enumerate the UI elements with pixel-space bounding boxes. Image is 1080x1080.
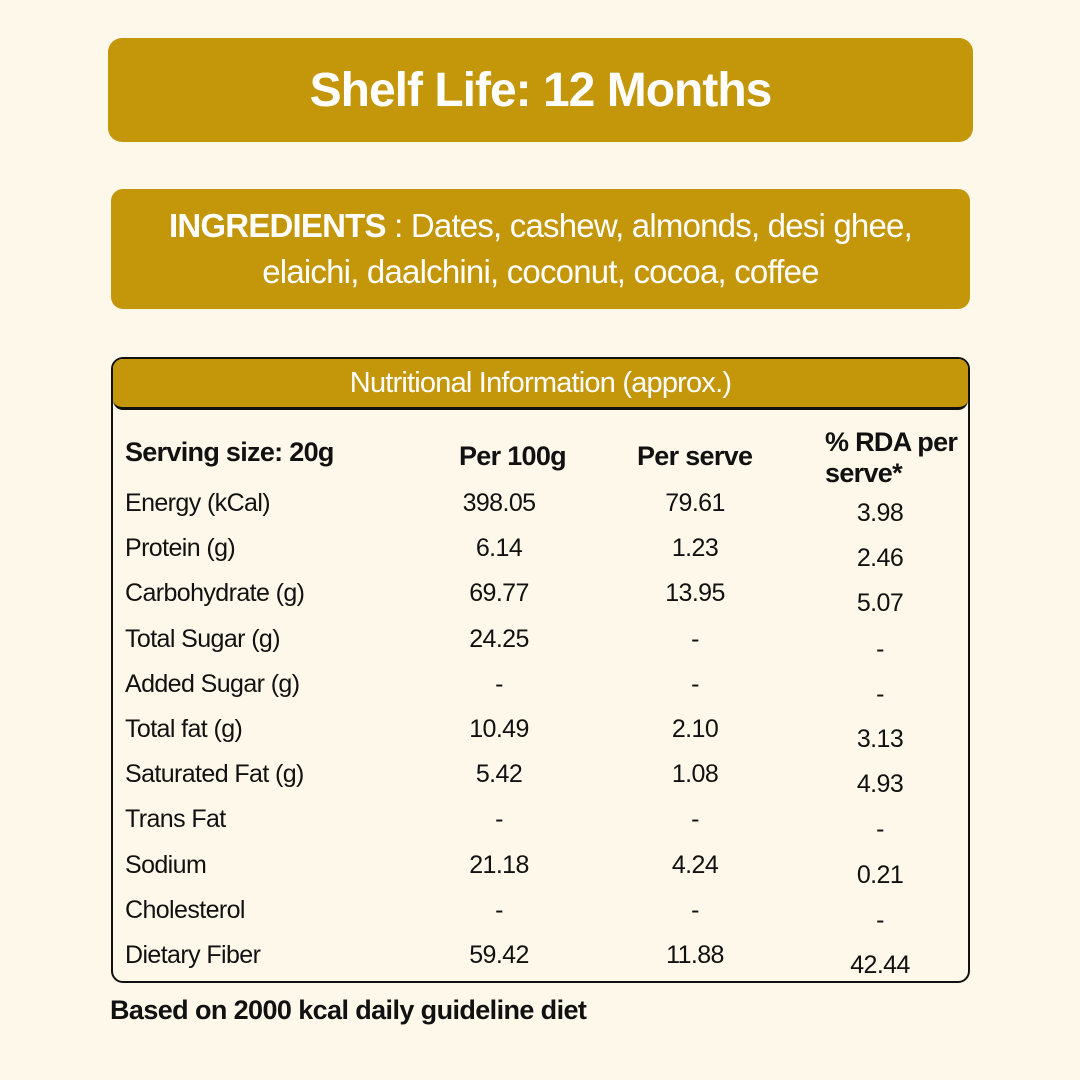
ingredients-label: INGREDIENTS xyxy=(169,207,387,244)
per-serve-value: - xyxy=(691,624,699,653)
per-100g-value: 398.05 xyxy=(462,489,536,517)
per-serve-value: 4.24 xyxy=(671,850,719,879)
header-per-serve: Per serve xyxy=(637,441,753,471)
per-serve-value: - xyxy=(691,805,699,834)
per-100g-value: 21.18 xyxy=(469,850,529,879)
per-100g-value: - xyxy=(495,669,503,698)
per-serve-value: 2.10 xyxy=(671,715,719,743)
nutrition-table: Nutritional Information (approx.) Servin… xyxy=(111,357,970,983)
per-100g-value: 5.42 xyxy=(475,760,523,789)
rda-value: 5.07 xyxy=(856,589,904,618)
table-row: Energy (kCal) 398.05 79.61 3.98 xyxy=(113,489,968,529)
shelf-life-banner: Shelf Life: 12 Months xyxy=(108,38,973,142)
nutrient-name: Carbohydrate (g) xyxy=(125,579,305,608)
per-serve-value: 1.08 xyxy=(671,760,719,789)
table-row: Cholesterol - - - xyxy=(113,896,968,936)
table-row: Added Sugar (g) - - - xyxy=(113,670,968,710)
nutrient-name: Saturated Fat (g) xyxy=(125,760,304,789)
per-100g-value: 6.14 xyxy=(475,534,523,563)
rda-value: - xyxy=(876,679,884,708)
rda-value: - xyxy=(876,905,884,934)
per-100g-value: 24.25 xyxy=(469,624,529,653)
header-serving-size: Serving size: 20g xyxy=(125,437,334,467)
ingredients-banner: INGREDIENTS : Dates, cashew, almonds, de… xyxy=(111,189,970,309)
rda-value: 2.46 xyxy=(856,544,904,573)
rda-value: 42.44 xyxy=(850,951,910,979)
per-serve-value: 1.23 xyxy=(671,534,719,563)
table-row: Carbohydrate (g) 69.77 13.95 5.07 xyxy=(113,579,968,619)
rda-value: - xyxy=(876,815,884,844)
nutrient-name: Cholesterol xyxy=(125,895,245,924)
header-per-100g: Per 100g xyxy=(459,441,567,471)
per-100g-value: 69.77 xyxy=(469,579,529,608)
ingredients-text: : Dates, cashew, almonds, desi ghee, ela… xyxy=(262,207,913,290)
per-100g-value: - xyxy=(495,895,503,924)
per-serve-value: 11.88 xyxy=(666,941,724,969)
per-100g-value: - xyxy=(495,805,503,834)
table-row: Total Sugar (g) 24.25 - - xyxy=(113,625,968,665)
per-serve-value: - xyxy=(691,669,699,698)
nutrient-name: Dietary Fiber xyxy=(125,941,261,969)
rda-value: 3.13 xyxy=(856,725,904,753)
per-100g-value: 10.49 xyxy=(469,715,529,743)
footer-note: Based on 2000 kcal daily guideline diet xyxy=(110,995,587,1025)
table-row: Total fat (g) 10.49 2.10 3.13 xyxy=(113,715,968,755)
rda-value: - xyxy=(876,634,884,663)
nutrient-name: Sodium xyxy=(125,850,207,879)
header-rda: % RDA per serve* xyxy=(825,427,958,488)
per-100g-value: 59.42 xyxy=(469,941,529,969)
rda-value: 3.98 xyxy=(856,499,904,527)
per-serve-value: - xyxy=(691,895,699,924)
table-row: Trans Fat - - - xyxy=(113,805,968,845)
table-row: Saturated Fat (g) 5.42 1.08 4.93 xyxy=(113,760,968,800)
table-row: Dietary Fiber 59.42 11.88 42.44 xyxy=(113,941,968,981)
table-row: Protein (g) 6.14 1.23 2.46 xyxy=(113,534,968,574)
nutrient-name: Total fat (g) xyxy=(125,715,243,743)
nutrient-name: Total Sugar (g) xyxy=(125,624,281,653)
nutrient-name: Energy (kCal) xyxy=(125,489,271,517)
nutrient-name: Trans Fat xyxy=(125,805,226,834)
nutrition-title: Nutritional Information (approx.) xyxy=(113,359,968,410)
nutrient-name: Protein (g) xyxy=(125,534,236,563)
table-row: Sodium 21.18 4.24 0.21 xyxy=(113,851,968,891)
rda-value: 4.93 xyxy=(856,770,904,799)
per-serve-value: 79.61 xyxy=(665,489,725,517)
per-serve-value: 13.95 xyxy=(665,579,725,608)
rda-value: 0.21 xyxy=(856,860,904,889)
nutrient-name: Added Sugar (g) xyxy=(125,669,300,698)
